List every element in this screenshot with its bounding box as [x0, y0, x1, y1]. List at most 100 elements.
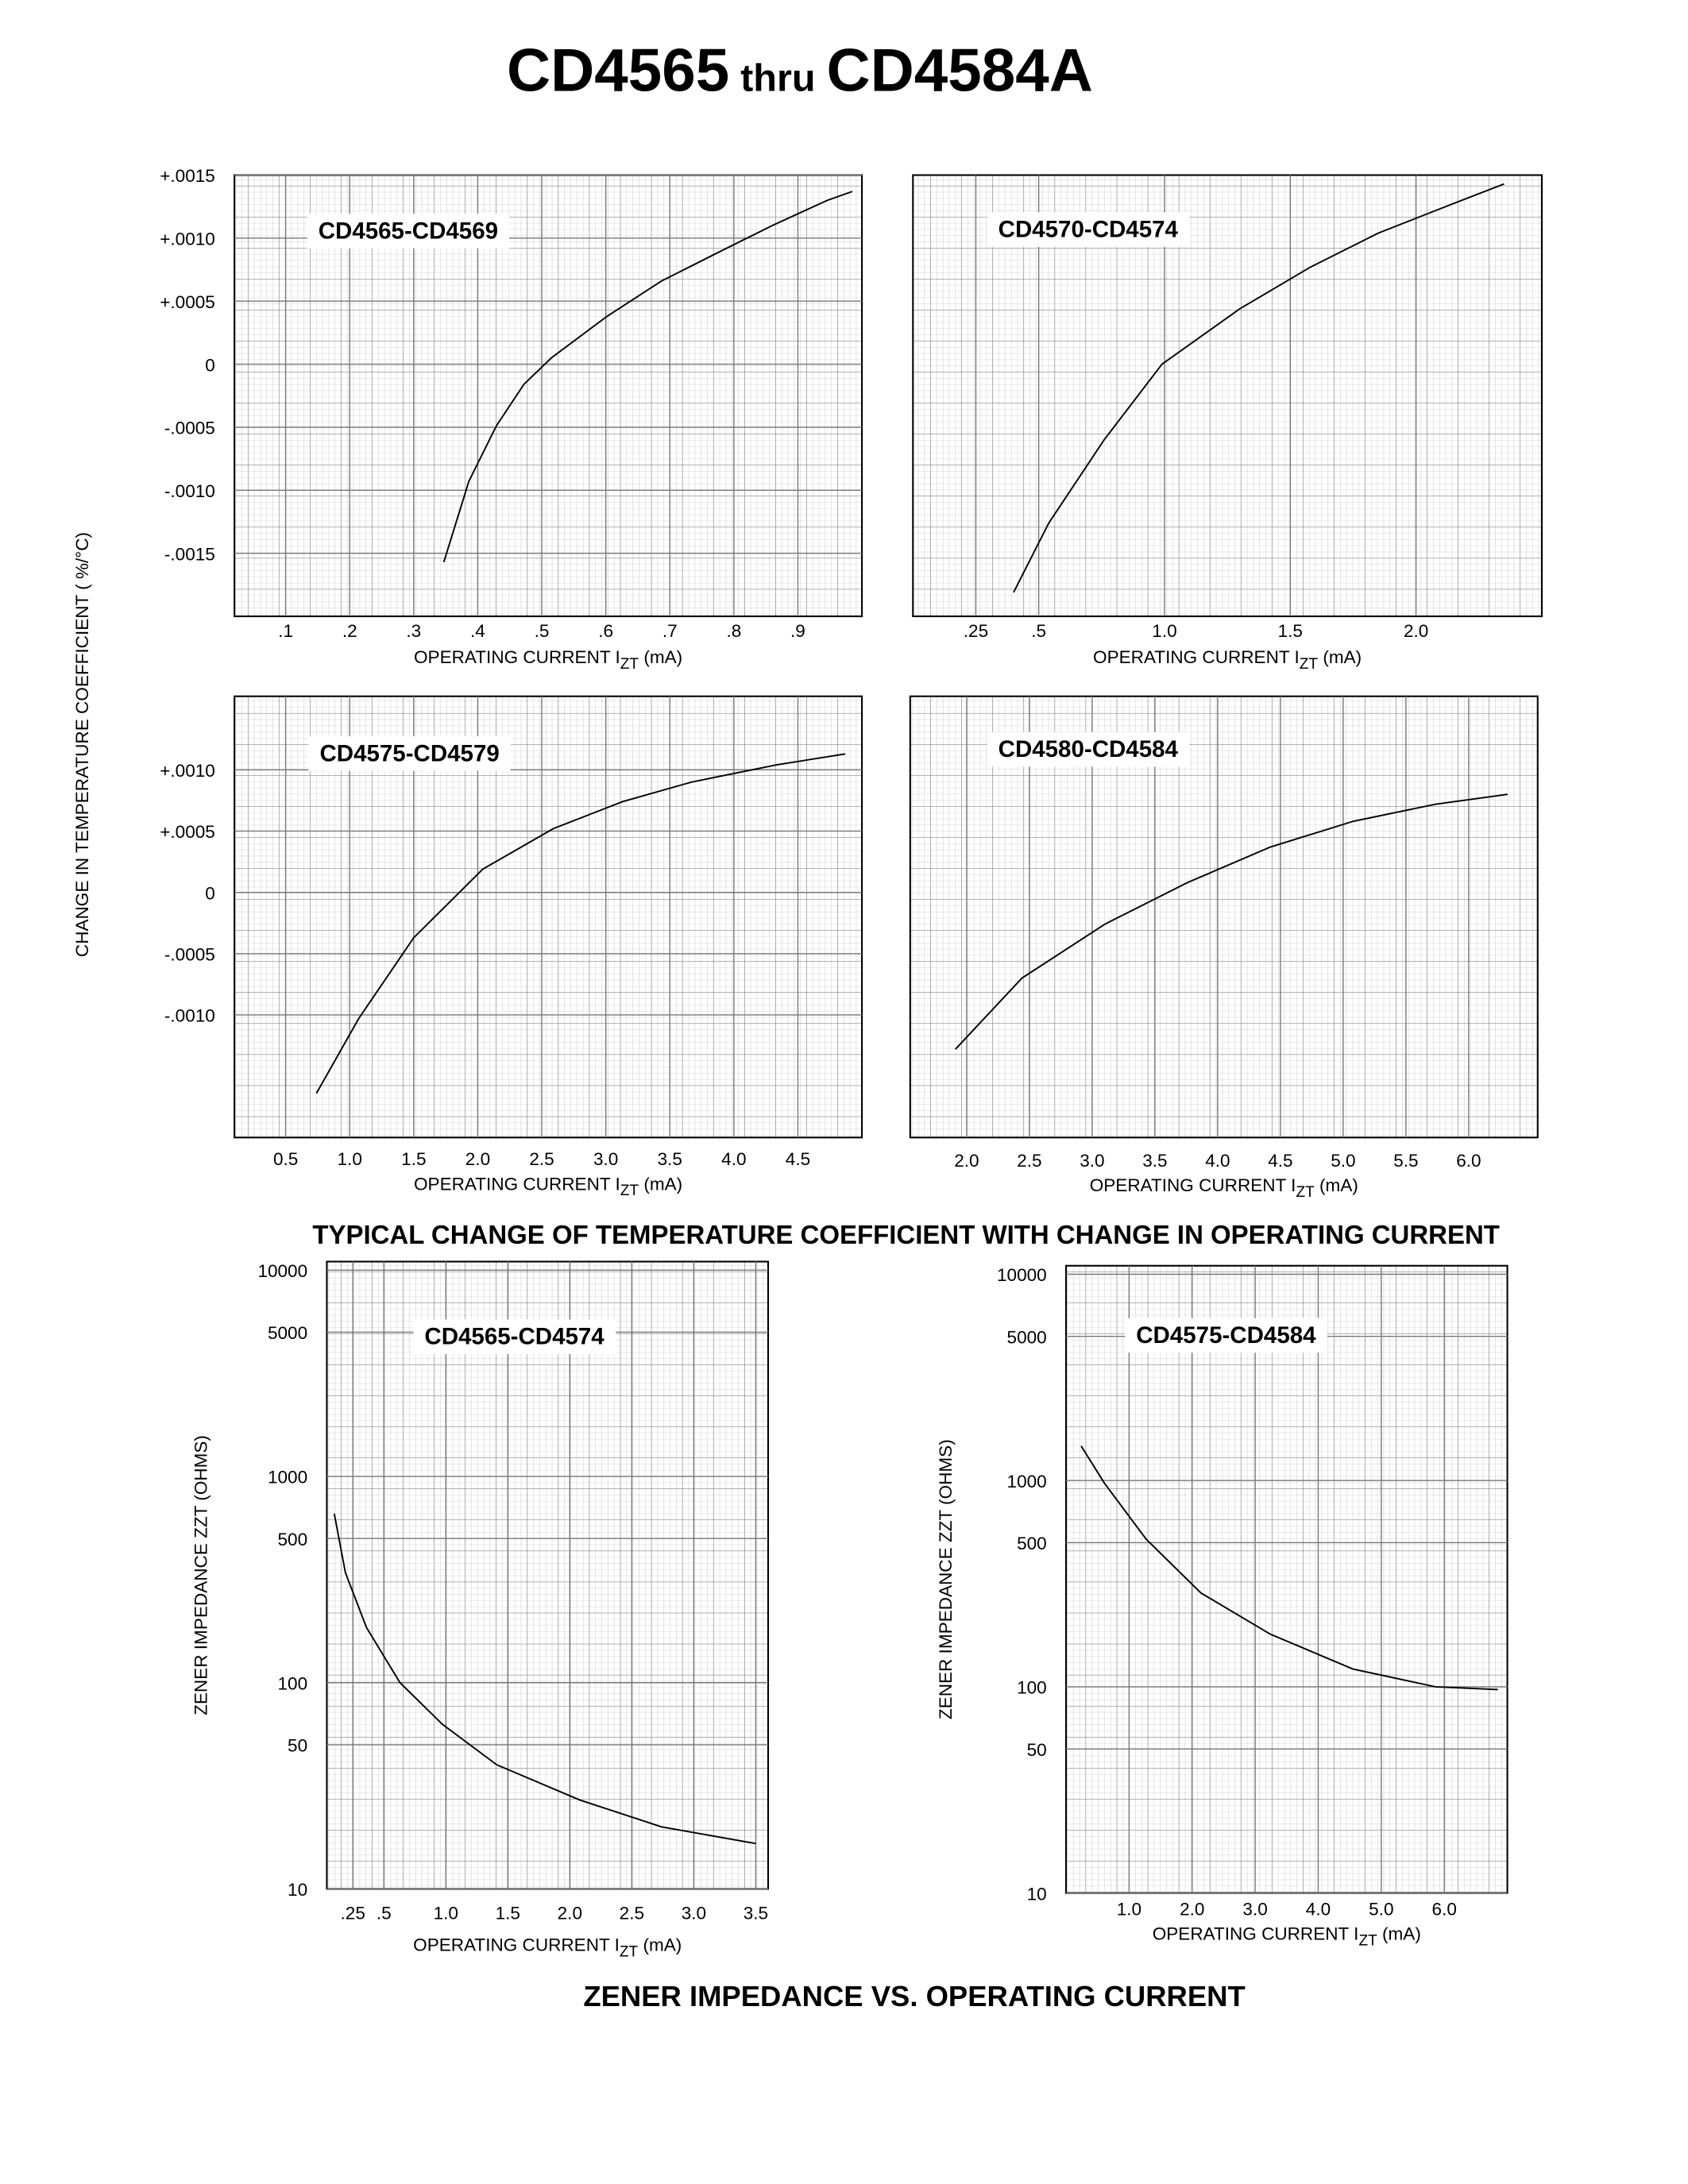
title-part: CD4584A — [827, 37, 1093, 105]
y-tick-label: 5000 — [1007, 1327, 1047, 1347]
plot-area — [326, 1260, 770, 1890]
x-tick-label: 3.5 — [744, 1904, 768, 1924]
y-tick-label: -.0005 — [164, 944, 215, 964]
y-axis-label: ZENER IMPEDANCE ZZT (OHMS) — [191, 1435, 211, 1715]
plot-area — [1064, 1264, 1508, 1894]
y-tick-label: 500 — [1017, 1534, 1047, 1553]
x-tick-label: .5 — [377, 1904, 392, 1924]
data-line — [1080, 1445, 1498, 1691]
chart-label-background — [307, 214, 509, 249]
x-tick-label: 4.0 — [1306, 1899, 1331, 1919]
x-tick-label: 3.5 — [1142, 1151, 1167, 1171]
x-axis-label-part: OPERATING CURRENT I — [414, 1174, 620, 1194]
x-axis-label: OPERATING CURRENT IZT (mA) — [1153, 1924, 1421, 1950]
y-axis-label: CHANGE IN TEMPERATURE COEFFICIENT ( %/°C… — [72, 532, 92, 957]
y-axis-label: ZENER IMPEDANCE ZZT (OHMS) — [936, 1439, 956, 1719]
x-tick-label: 1.0 — [338, 1149, 362, 1169]
x-tick-label: .3 — [406, 621, 421, 641]
chart-label-background — [987, 212, 1190, 247]
x-tick-label: 3.0 — [1080, 1151, 1104, 1171]
x-tick-label: 5.0 — [1369, 1899, 1393, 1919]
x-axis-label-part: (mA) — [639, 1174, 682, 1194]
data-line — [1013, 183, 1505, 593]
chart-label: CD4565-CD4574 — [424, 1324, 605, 1350]
x-axis-label-part: ZT — [1296, 1184, 1315, 1201]
x-tick-label: 3.0 — [682, 1904, 706, 1924]
y-tick-label: 5000 — [268, 1323, 307, 1343]
data-line — [333, 1513, 756, 1845]
x-tick-label: 1.0 — [1152, 621, 1176, 641]
y-tick-label: 0 — [205, 355, 215, 375]
chart-label: CD4580-CD4584 — [999, 736, 1179, 762]
y-tick-label: +.0015 — [160, 166, 215, 186]
y-tick-label: 100 — [278, 1673, 308, 1693]
chart-label: CD4570-CD4574 — [999, 217, 1179, 243]
y-tick-label: +.0010 — [160, 761, 215, 781]
x-tick-label: 2.0 — [1180, 1899, 1204, 1919]
x-tick-label: 2.0 — [954, 1151, 979, 1171]
x-axis-label: OPERATING CURRENT IZT (mA) — [1090, 1175, 1358, 1201]
x-tick-label: 4.5 — [786, 1149, 810, 1169]
x-axis-label-part: OPERATING CURRENT I — [1093, 647, 1300, 667]
x-tick-label: 4.0 — [721, 1149, 746, 1169]
x-tick-label: 2.0 — [558, 1904, 582, 1924]
x-tick-label: 2.0 — [465, 1149, 490, 1169]
section-caption: ZENER IMPEDANCE VS. OPERATING CURRENT — [583, 1980, 1245, 2012]
x-tick-label: .25 — [341, 1904, 365, 1924]
y-tick-label: 10 — [1027, 1884, 1047, 1904]
y-tick-label: 500 — [278, 1530, 308, 1549]
x-tick-label: .2 — [342, 621, 357, 641]
y-tick-label: -.0005 — [164, 419, 215, 438]
y-tick-label: 50 — [288, 1736, 307, 1756]
x-tick-label: .5 — [1031, 621, 1046, 641]
x-tick-label: 5.0 — [1331, 1151, 1355, 1171]
x-tick-label: 2.0 — [1404, 621, 1428, 641]
x-tick-label: 1.5 — [401, 1149, 426, 1169]
y-tick-label: 10 — [288, 1880, 307, 1900]
x-tick-label: 4.5 — [1268, 1151, 1292, 1171]
x-axis-label: OPERATING CURRENT IZT (mA) — [413, 1935, 682, 1961]
x-tick-label: 1.0 — [1117, 1899, 1141, 1919]
x-tick-label: 2.5 — [1017, 1151, 1041, 1171]
y-tick-label: -.0015 — [164, 544, 215, 564]
x-axis-label-part: OPERATING CURRENT I — [1153, 1924, 1359, 1944]
y-tick-label: 1000 — [268, 1468, 307, 1488]
x-axis-label-part: ZT — [1300, 656, 1319, 673]
x-axis-label-part: (mA) — [1315, 1175, 1358, 1195]
y-tick-label: 100 — [1017, 1678, 1047, 1698]
plot-area — [909, 695, 1539, 1139]
x-axis-label: OPERATING CURRENT IZT (mA) — [414, 1174, 682, 1199]
x-axis-label-part: ZT — [620, 656, 639, 673]
chart-label: CD4565-CD4569 — [319, 218, 498, 244]
x-tick-label: .8 — [726, 621, 741, 641]
x-tick-label: 1.5 — [1278, 621, 1303, 641]
x-axis-label-part: ZT — [620, 1183, 639, 1199]
x-tick-label: 3.5 — [658, 1149, 682, 1169]
y-tick-label: 50 — [1027, 1740, 1047, 1760]
x-tick-label: .7 — [662, 621, 678, 641]
chart-label-background — [987, 731, 1190, 767]
chart-label: CD4575-CD4579 — [319, 740, 499, 766]
x-tick-label: 2.5 — [529, 1149, 554, 1169]
x-tick-label: 0.5 — [273, 1149, 298, 1169]
x-axis-label-part: ZT — [620, 1944, 639, 1961]
x-tick-label: .5 — [535, 621, 550, 641]
x-tick-label: 3.0 — [1242, 1899, 1267, 1919]
x-axis-label-part: ZT — [1358, 1933, 1377, 1950]
y-tick-label: +.0005 — [160, 292, 215, 312]
x-tick-label: 6.0 — [1456, 1151, 1481, 1171]
y-tick-label: 0 — [205, 883, 215, 903]
y-tick-label: +.0005 — [160, 822, 215, 842]
x-axis-label: OPERATING CURRENT IZT (mA) — [414, 647, 682, 673]
x-tick-label: .4 — [470, 621, 485, 641]
y-tick-label: 10000 — [997, 1265, 1047, 1285]
title-part: CD4565 — [507, 37, 729, 105]
y-tick-label: +.0010 — [160, 230, 215, 249]
chart-label-background — [1125, 1318, 1328, 1353]
x-tick-label: 1.5 — [496, 1904, 520, 1924]
x-tick-label: 2.5 — [620, 1904, 644, 1924]
data-line — [315, 753, 846, 1094]
plot-area — [234, 174, 863, 618]
x-axis-label: OPERATING CURRENT IZT (mA) — [1093, 647, 1362, 673]
